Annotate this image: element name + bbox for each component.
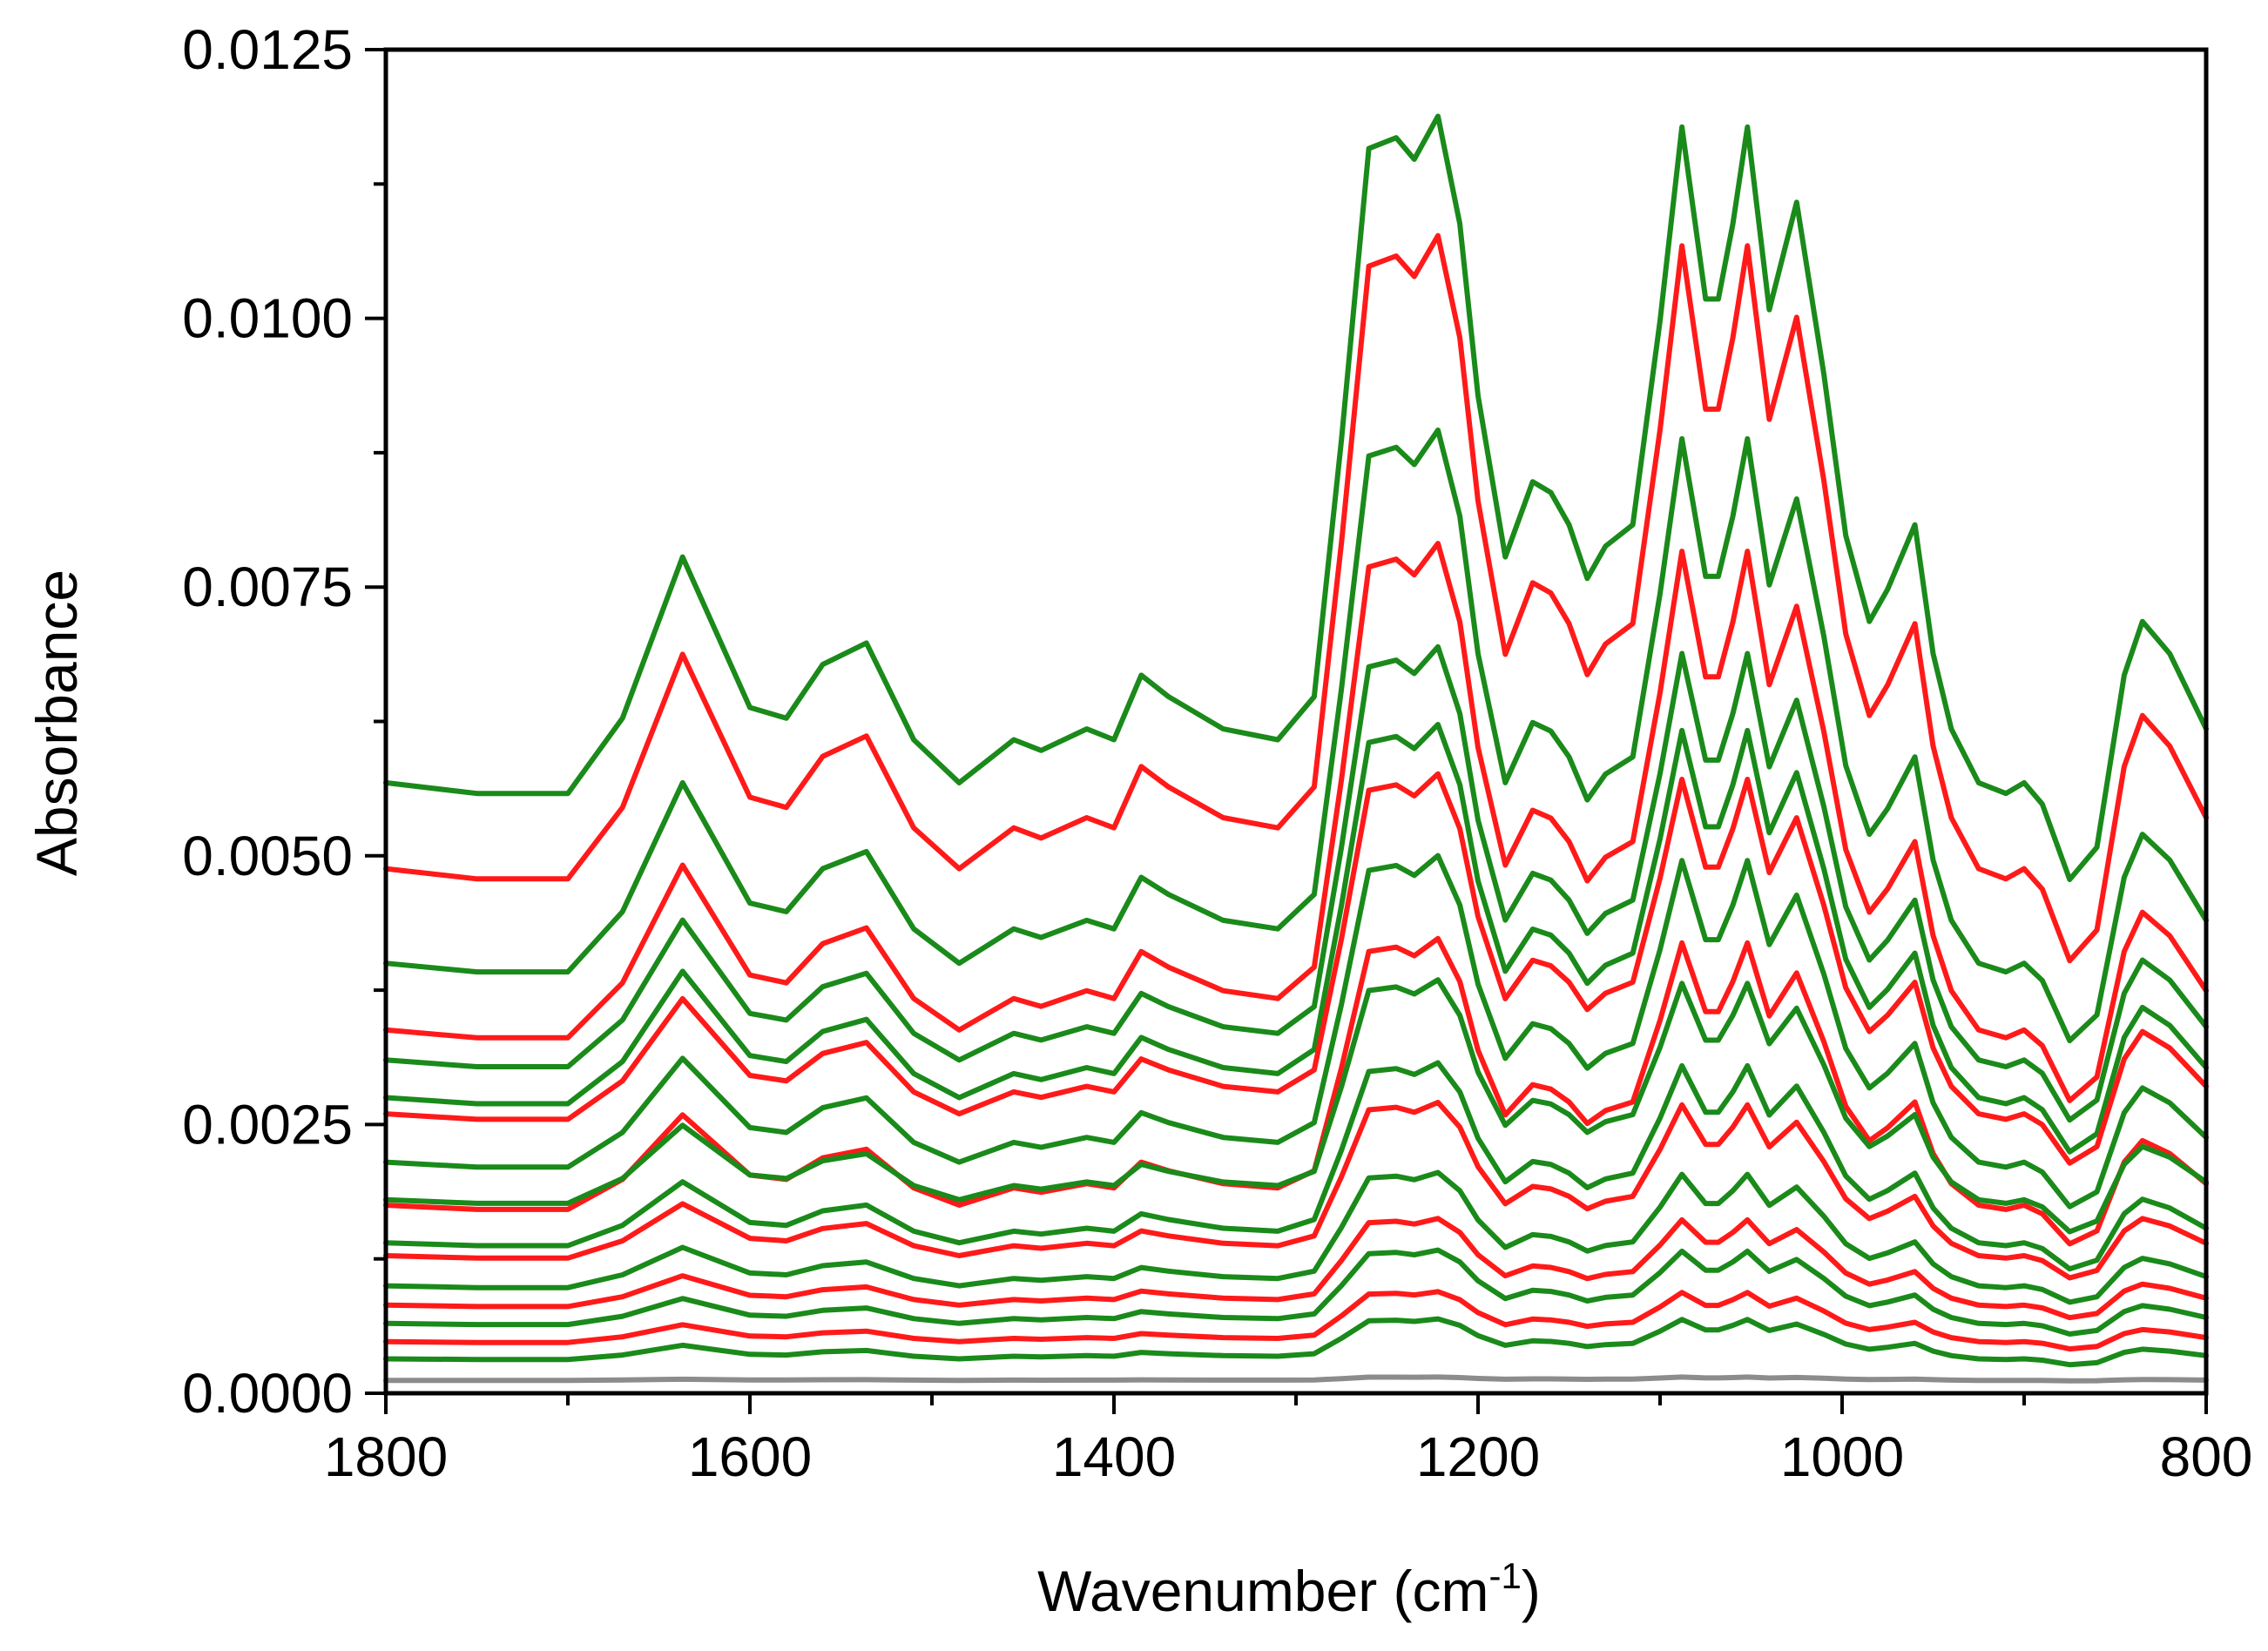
x-tick-label: 1800	[324, 1425, 448, 1488]
series-line-8	[383, 852, 2209, 1210]
x-tick-label: 1200	[1416, 1425, 1540, 1488]
x-tick-labels: 1800 1600 1400 1200 1000 800	[324, 1425, 2253, 1488]
y-tick-label: 0.0125	[182, 18, 353, 81]
series-line-15	[383, 1247, 2209, 1337]
x-axis-title: Wavenumber (cm-1)	[1037, 1555, 1541, 1623]
series-line-11	[383, 1060, 2209, 1272]
x-tick-label: 800	[2160, 1425, 2253, 1488]
series-line-14	[383, 1216, 2209, 1321]
x-tick-label: 1000	[1780, 1425, 1904, 1488]
series-line-13	[383, 1169, 2209, 1305]
series-line-6	[383, 722, 2209, 1155]
series-line-3	[383, 428, 2209, 1044]
series-line-2	[383, 232, 2209, 964]
series-line-17	[383, 1316, 2209, 1368]
series-line-10	[383, 977, 2209, 1235]
series-line-16	[383, 1289, 2209, 1352]
series-line-4	[383, 541, 2209, 1103]
y-tick-label: 0.0000	[182, 1362, 353, 1425]
plot-frame	[383, 47, 2209, 1396]
series-line-12	[383, 1100, 2209, 1281]
series-line-7	[383, 771, 2209, 1166]
y-tick-labels: 0.0000 0.0025 0.0050 0.0075 0.0100 0.0125	[182, 18, 353, 1425]
x-tick-label: 1400	[1052, 1425, 1176, 1488]
series-line-1	[383, 113, 2209, 882]
series-layer	[383, 113, 2209, 1384]
series-line-5	[383, 644, 2209, 1123]
series-line-18	[383, 1374, 2209, 1384]
y-tick-label: 0.0025	[182, 1093, 353, 1156]
y-tick-label: 0.0050	[182, 825, 353, 887]
y-tick-label: 0.0075	[182, 556, 353, 618]
y-axis-title: Absorbance	[24, 569, 89, 876]
y-tick-label: 0.0100	[182, 287, 353, 350]
x-tick-label: 1600	[688, 1425, 812, 1488]
